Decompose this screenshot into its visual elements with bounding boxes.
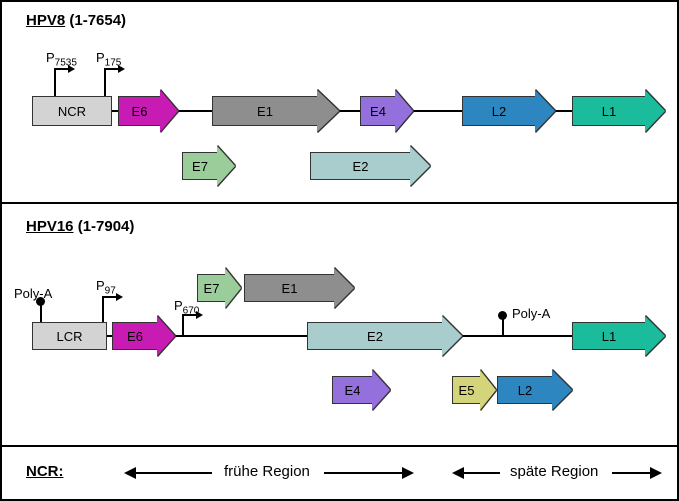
- early-arrow-line-r: [324, 472, 402, 474]
- early-arrow-head-l: [124, 467, 136, 479]
- gene-arrow-head: [442, 316, 462, 356]
- panel2-title: HPV16 (1-7904): [26, 218, 134, 235]
- gene-body: E1: [244, 274, 334, 302]
- gene-l1: L1: [572, 322, 665, 350]
- gene-arrow-head: [372, 370, 390, 410]
- gene-e7: E7: [182, 152, 235, 180]
- ncr-label: NCR: [58, 104, 86, 119]
- gene-body: L2: [497, 376, 552, 404]
- gene-e6: E6: [118, 96, 178, 126]
- promoter-p97-label: P97: [96, 278, 116, 297]
- gene-e4: E4: [332, 376, 390, 404]
- late-arrow-line-l: [464, 472, 500, 474]
- panel-hpv16: HPV16 (1-7904) Poly-A P97 P670: [2, 204, 677, 447]
- gene-body: L1: [572, 96, 645, 126]
- gene-l2: L2: [497, 376, 572, 404]
- gene-body: E5: [452, 376, 480, 404]
- panel2-title-prefix: HPV16: [26, 218, 74, 235]
- gene-arrow-head: [225, 268, 241, 308]
- gene-body: L2: [462, 96, 535, 126]
- gene-e7: E7: [197, 274, 241, 302]
- gene-arrow-head: [157, 316, 175, 356]
- gene-arrow-head: [645, 90, 665, 132]
- ncr-legend-label: NCR:: [26, 463, 64, 480]
- gene-body: E1: [212, 96, 317, 126]
- early-arrow-head-r: [402, 467, 414, 479]
- polyA-right-label: Poly-A: [512, 306, 550, 321]
- gene-body: E6: [112, 322, 157, 350]
- gene-body: E4: [332, 376, 372, 404]
- gene-body: E2: [310, 152, 410, 180]
- panel1-title-prefix: HPV8: [26, 12, 65, 29]
- gene-e4: E4: [360, 96, 413, 126]
- gene-e1: E1: [244, 274, 354, 302]
- panel1-title-range: (1-7654): [65, 12, 126, 29]
- lcr-box: LCR: [32, 322, 107, 350]
- gene-e1: E1: [212, 96, 339, 126]
- gene-body: E2: [307, 322, 442, 350]
- gene-arrow-head: [480, 370, 496, 410]
- late-arrow-line-r: [612, 472, 650, 474]
- late-region-label: späte Region: [510, 463, 598, 480]
- lcr-label: LCR: [56, 329, 82, 344]
- diagram-container: HPV8 (1-7654) P7535 P175 NCR E6E1E4L2L: [0, 0, 679, 501]
- gene-body: E4: [360, 96, 395, 126]
- panel-ncr-legend: NCR: frühe Region späte Region: [2, 447, 677, 499]
- gene-arrow-head: [217, 146, 235, 186]
- gene-arrow-head: [535, 90, 555, 132]
- gene-arrow-head: [395, 90, 413, 132]
- gene-body: E6: [118, 96, 160, 126]
- ncr-box: NCR: [32, 96, 112, 126]
- polyA-left-label: Poly-A: [14, 286, 52, 301]
- gene-body: E7: [197, 274, 225, 302]
- gene-e6: E6: [112, 322, 175, 350]
- gene-l1: L1: [572, 96, 665, 126]
- gene-arrow-head: [410, 146, 430, 186]
- late-arrow-head-l: [452, 467, 464, 479]
- gene-arrow-head: [160, 90, 178, 132]
- gene-arrow-head: [317, 90, 339, 132]
- panel1-title: HPV8 (1-7654): [26, 12, 126, 29]
- gene-e5: E5: [452, 376, 496, 404]
- early-arrow-line-l: [136, 472, 212, 474]
- gene-arrow-head: [645, 316, 665, 356]
- panel-hpv8: HPV8 (1-7654) P7535 P175 NCR E6E1E4L2L: [2, 2, 677, 204]
- panel2-title-range: (1-7904): [74, 218, 135, 235]
- gene-body: E7: [182, 152, 217, 180]
- gene-arrow-head: [552, 370, 572, 410]
- gene-e2: E2: [310, 152, 430, 180]
- gene-l2: L2: [462, 96, 555, 126]
- early-region-label: frühe Region: [224, 463, 310, 480]
- late-arrow-head-r: [650, 467, 662, 479]
- gene-e2: E2: [307, 322, 462, 350]
- gene-arrow-head: [334, 268, 354, 308]
- gene-body: L1: [572, 322, 645, 350]
